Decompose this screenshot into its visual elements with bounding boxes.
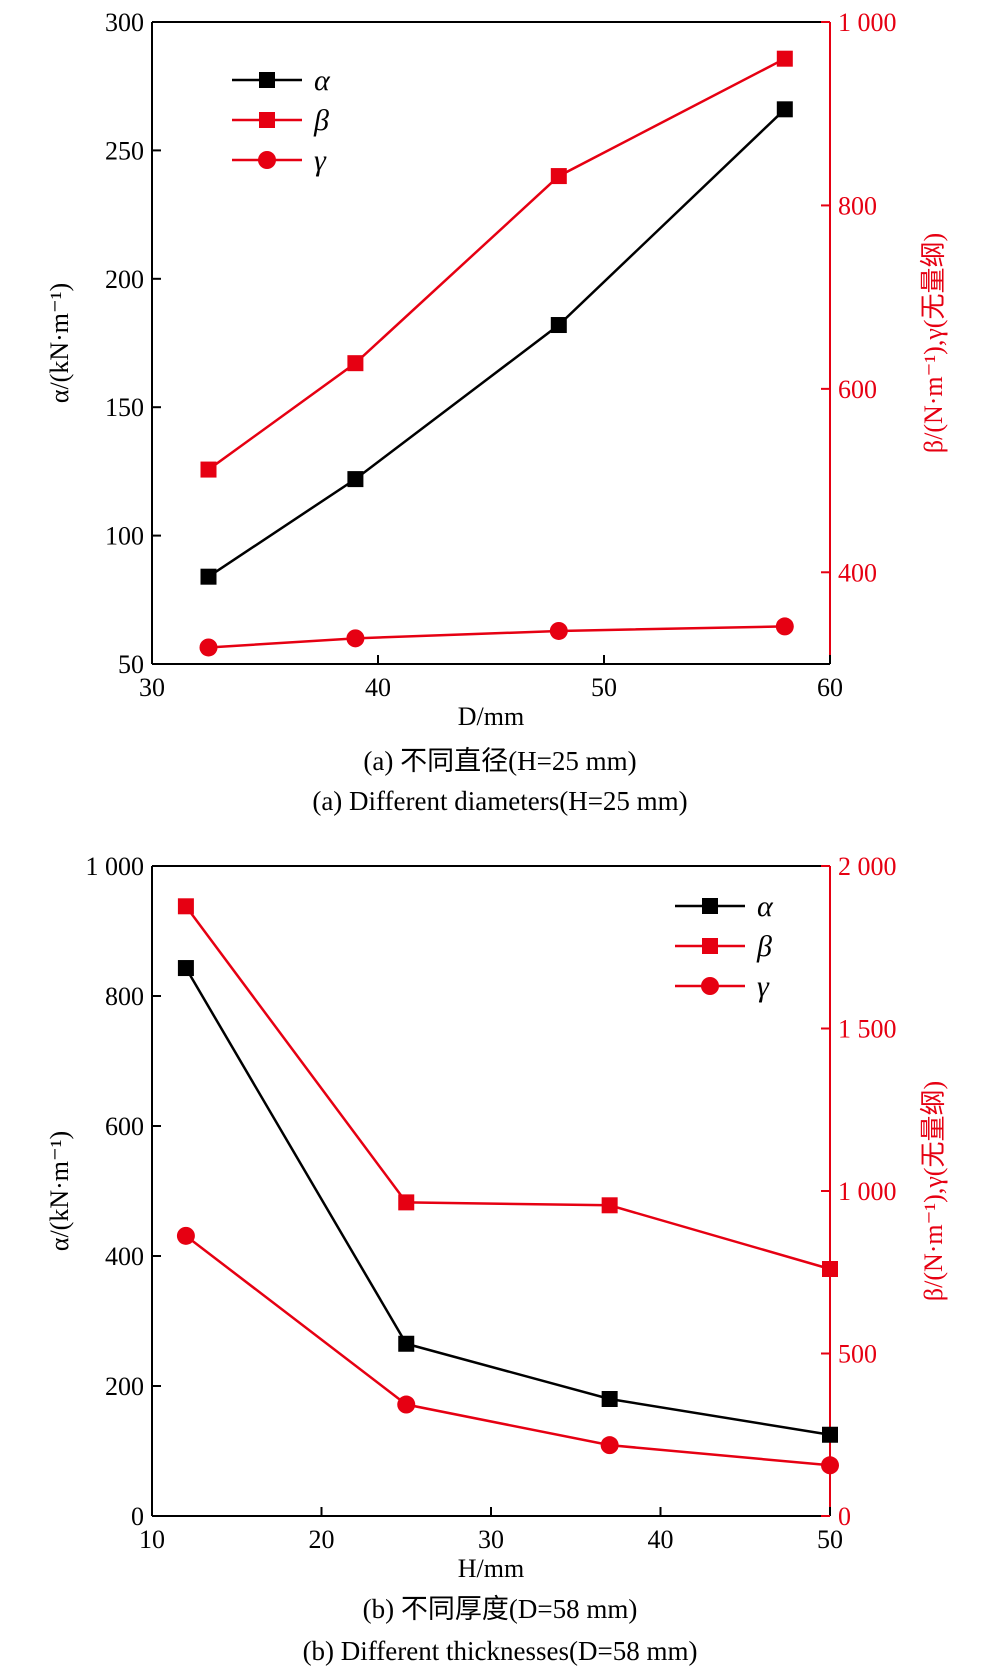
- data-point: [822, 1261, 838, 1277]
- legend-label: β: [313, 104, 329, 137]
- x-tick-label: 10: [139, 1525, 165, 1554]
- data-point: [776, 50, 793, 67]
- legend-label: α: [314, 64, 331, 97]
- caption-cn: (b) 不同厚度(D=58 mm): [363, 1594, 638, 1624]
- legend-label: α: [757, 890, 774, 923]
- right-y-tick-label: 600: [838, 375, 877, 404]
- data-point: [550, 317, 567, 334]
- data-point: [199, 638, 218, 657]
- data-point: [398, 1194, 415, 1211]
- series-line-beta: [207, 57, 786, 471]
- legend-marker: [702, 898, 718, 914]
- right-y-tick-label: 1 500: [838, 1015, 897, 1044]
- x-axis-label: D/mm: [458, 702, 524, 731]
- data-point: [397, 1395, 416, 1414]
- x-tick-label: 40: [648, 1525, 674, 1554]
- right-y-tick-label: 1 000: [838, 1177, 897, 1206]
- data-point: [776, 101, 793, 118]
- data-point: [177, 898, 194, 915]
- right-y-tick-label: 2 000: [838, 852, 897, 881]
- legend-marker: [259, 112, 275, 128]
- right-y-tick-label: 800: [838, 191, 877, 220]
- caption-en: (b) Different thicknesses(D=58 mm): [303, 1636, 698, 1666]
- series-line-alpha: [207, 108, 786, 578]
- data-point: [821, 1456, 839, 1475]
- right-y-axis-label: β/(N·m⁻¹),γ(无量纲): [919, 1081, 948, 1301]
- data-point: [822, 1426, 838, 1443]
- series-line-beta: [184, 905, 831, 1271]
- legend-label: γ: [757, 970, 770, 1003]
- legend-label: β: [756, 930, 772, 963]
- right-y-tick-label: 400: [838, 558, 877, 587]
- legend-marker: [259, 72, 275, 88]
- left-y-tick-label: 400: [105, 1242, 144, 1271]
- right-y-tick-label: 500: [838, 1340, 877, 1369]
- data-point: [600, 1436, 619, 1455]
- left-y-tick-label: 50: [118, 650, 144, 679]
- right-y-tick-label: 1 000: [838, 8, 897, 37]
- left-y-tick-label: 200: [105, 265, 144, 294]
- data-point: [200, 568, 217, 585]
- left-y-tick-label: 600: [105, 1112, 144, 1141]
- left-y-axis-label: α/(kN·m⁻¹): [45, 1131, 74, 1251]
- x-axis-label: H/mm: [458, 1554, 524, 1583]
- left-y-tick-label: 300: [105, 8, 144, 37]
- left-y-axis-label: α/(kN·m⁻¹): [45, 283, 74, 403]
- data-point: [549, 621, 568, 640]
- data-point: [347, 471, 364, 488]
- legend-marker: [701, 977, 719, 995]
- data-point: [398, 1335, 415, 1352]
- x-tick-label: 20: [309, 1525, 335, 1554]
- left-y-tick-label: 800: [105, 982, 144, 1011]
- data-point: [550, 168, 567, 185]
- data-point: [177, 960, 194, 977]
- legend-marker: [258, 151, 276, 169]
- series-line-gamma: [185, 1234, 831, 1467]
- data-point: [176, 1226, 195, 1245]
- right-y-axis-label: β/(N·m⁻¹),γ(无量纲): [919, 233, 948, 453]
- left-y-tick-label: 100: [105, 522, 144, 551]
- x-tick-label: 60: [817, 673, 843, 702]
- caption-cn: (a) 不同直径(H=25 mm): [363, 746, 636, 776]
- chart-panel-a: 30 40 50 60 50 100 150 200 250 300 400 600 800 1 000 D…: [45, 8, 948, 816]
- legend-marker: [702, 938, 718, 954]
- x-tick-label: 50: [817, 1525, 843, 1554]
- left-y-tick-label: 200: [105, 1372, 144, 1401]
- x-tick-label: 30: [139, 673, 165, 702]
- caption-en: (a) Different diameters(H=25 mm): [312, 786, 687, 816]
- left-y-tick-label: 250: [105, 136, 144, 165]
- left-y-tick-label: 150: [105, 393, 144, 422]
- data-point: [775, 617, 794, 636]
- data-point: [346, 629, 365, 648]
- legend-label: γ: [314, 144, 327, 177]
- x-tick-label: 40: [365, 673, 391, 702]
- data-point: [347, 355, 364, 372]
- series-line-alpha: [184, 967, 831, 1436]
- series-line-gamma: [208, 625, 785, 649]
- right-y-tick-label: 0: [838, 1502, 851, 1531]
- left-y-tick-label: 0: [131, 1502, 144, 1531]
- data-point: [601, 1391, 618, 1407]
- data-point: [601, 1197, 618, 1214]
- data-point: [200, 461, 217, 478]
- x-tick-label: 50: [591, 673, 617, 702]
- x-tick-label: 30: [478, 1525, 504, 1554]
- left-y-tick-label: 1 000: [86, 852, 145, 881]
